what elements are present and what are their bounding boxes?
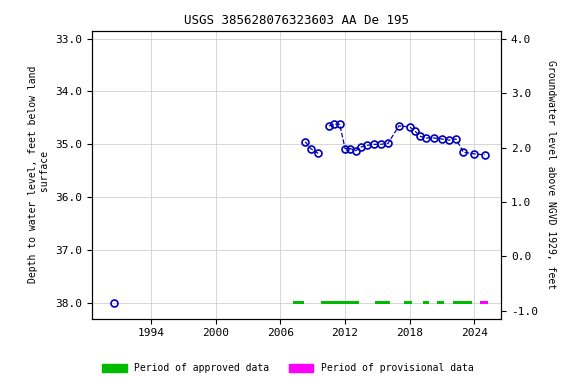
Y-axis label: Depth to water level, feet below land
 surface: Depth to water level, feet below land su… <box>28 66 50 283</box>
Y-axis label: Groundwater level above NGVD 1929, feet: Groundwater level above NGVD 1929, feet <box>546 60 556 289</box>
Bar <box>453 301 472 305</box>
Bar <box>437 301 444 305</box>
Bar <box>404 301 412 305</box>
Title: USGS 385628076323603 AA De 195: USGS 385628076323603 AA De 195 <box>184 14 409 27</box>
Bar <box>321 301 359 305</box>
Bar <box>480 301 488 305</box>
Legend: Period of approved data, Period of provisional data: Period of approved data, Period of provi… <box>98 359 478 377</box>
Bar <box>423 301 429 305</box>
Bar <box>375 301 391 305</box>
Bar <box>293 301 304 305</box>
